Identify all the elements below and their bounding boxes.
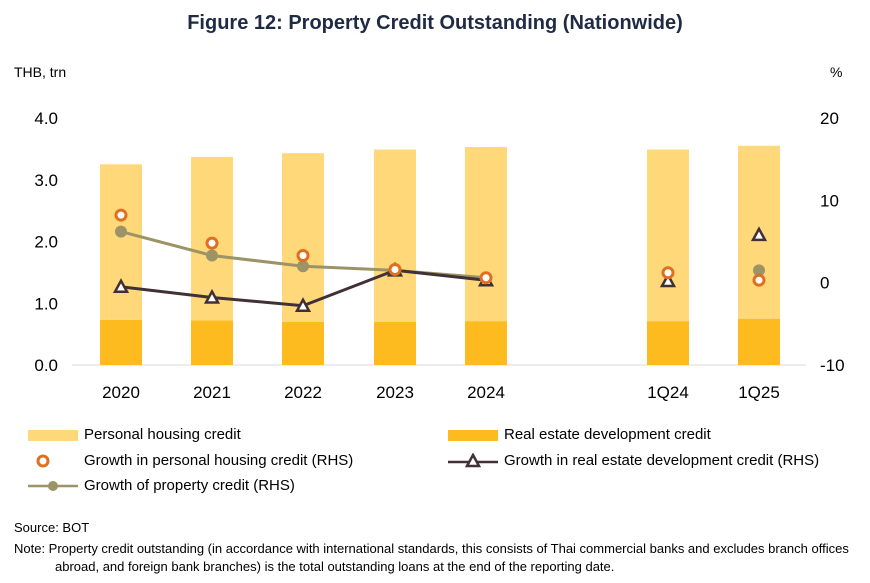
right-axis-unit: % bbox=[830, 64, 843, 80]
legend-growth-personal-housing: Growth in personal housing credit (RHS) bbox=[28, 452, 353, 469]
growth-developer-point bbox=[294, 297, 312, 312]
growth-personal-point bbox=[661, 266, 675, 280]
legend-circle-marker-icon bbox=[36, 454, 50, 467]
right-axis-tick-label: 10 bbox=[820, 191, 839, 210]
x-axis-tick-label: 2022 bbox=[284, 383, 322, 402]
legend-label: Real estate development credit bbox=[504, 426, 711, 443]
growth-developer-point bbox=[112, 278, 130, 294]
left-axis-tick-label: 2.0 bbox=[34, 233, 58, 252]
bar-real-estate-development bbox=[374, 321, 416, 365]
growth-property-point bbox=[297, 260, 309, 273]
growth-personal-point bbox=[752, 273, 766, 287]
left-axis-tick-label: 3.0 bbox=[34, 171, 58, 190]
growth-developer-point bbox=[659, 272, 677, 288]
growth-personal-point bbox=[205, 236, 219, 250]
legend-growth-property: Growth of property credit (RHS) bbox=[28, 477, 295, 494]
legend-swatch-real-estate-development bbox=[448, 429, 498, 441]
legend-label: Growth in real estate development credit… bbox=[504, 452, 820, 469]
legend-label: Growth in personal housing credit (RHS) bbox=[84, 452, 354, 469]
note-text: Note: Property credit outstanding (in ac… bbox=[14, 541, 849, 574]
growth-personal-point bbox=[296, 248, 310, 262]
legend-personal-housing: Personal housing credit bbox=[28, 426, 241, 443]
bar-personal-housing bbox=[465, 147, 507, 322]
x-axis-tick-label: 1Q24 bbox=[647, 383, 689, 402]
x-axis-tick-label: 2021 bbox=[193, 383, 231, 402]
bar-personal-housing bbox=[100, 164, 142, 320]
x-axis-tick-label: 1Q25 bbox=[738, 383, 780, 402]
bar-personal-housing bbox=[647, 149, 689, 322]
x-axis-tick-label: 2024 bbox=[467, 383, 505, 402]
bar-personal-housing bbox=[282, 153, 324, 322]
growth-personal-point bbox=[388, 262, 402, 276]
left-axis-tick-label: 0.0 bbox=[34, 356, 58, 375]
legend-triangle-line-icon bbox=[448, 452, 498, 467]
legend-real-estate-development: Real estate development credit bbox=[448, 426, 711, 443]
chart-title: Figure 12: Property Credit Outstanding (… bbox=[187, 12, 683, 34]
growth-personal-point bbox=[114, 208, 128, 222]
x-axis-tick-label: 2023 bbox=[376, 383, 414, 402]
right-axis-tick-label: -10 bbox=[820, 356, 845, 375]
growth-personal-point bbox=[479, 271, 493, 285]
left-axis-tick-label: 4.0 bbox=[34, 109, 58, 128]
growth-property-point bbox=[753, 264, 765, 277]
bar-real-estate-development bbox=[465, 321, 507, 365]
left-axis-tick-label: 1.0 bbox=[34, 294, 58, 313]
right-axis-tick-label: 20 bbox=[820, 109, 839, 128]
legend-label: Personal housing credit bbox=[84, 426, 241, 443]
legend-swatch-personal-housing bbox=[28, 429, 78, 441]
bar-real-estate-development bbox=[647, 321, 689, 365]
bar-real-estate-development bbox=[191, 320, 233, 365]
right-axis-tick-label: 0 bbox=[820, 274, 829, 293]
source-text: Source: BOT bbox=[14, 520, 90, 535]
bar-real-estate-development bbox=[100, 319, 142, 365]
bar-personal-housing bbox=[374, 149, 416, 322]
legend-dot-line-icon bbox=[28, 480, 78, 491]
legend-growth-real-estate-development: Growth in real estate development credit… bbox=[448, 452, 819, 469]
growth-property-point bbox=[206, 249, 218, 262]
legend-label: Growth of property credit (RHS) bbox=[84, 477, 295, 494]
growth-developer-point bbox=[750, 226, 768, 242]
bar-real-estate-development bbox=[282, 321, 324, 365]
left-axis-unit: THB, trn bbox=[14, 64, 67, 80]
growth-property-point bbox=[115, 225, 127, 238]
growth-developer-point bbox=[203, 288, 221, 304]
x-axis-tick-label: 2020 bbox=[102, 383, 140, 402]
bar-real-estate-development bbox=[738, 318, 780, 365]
